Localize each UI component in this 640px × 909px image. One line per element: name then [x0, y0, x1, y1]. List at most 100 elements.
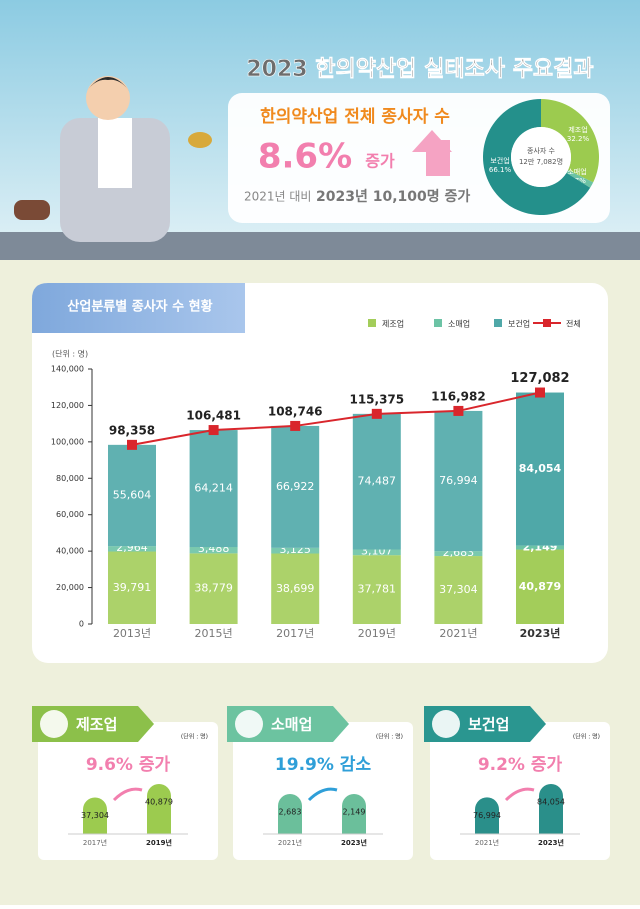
y-tick-label: 40,000 [56, 547, 84, 556]
slice-name: 소매업 [567, 168, 586, 176]
total-marker [371, 408, 382, 419]
total-marker [208, 425, 219, 436]
total-marker [535, 387, 545, 398]
bar-segment [271, 425, 320, 548]
page-title: 2023 한의약산업 실태조사 주요결과 [246, 57, 593, 82]
mini-bar-label: 84,054 [537, 798, 565, 807]
y-tick-label: 80,000 [56, 474, 84, 483]
y-tick-label: 60,000 [56, 510, 84, 519]
bar-label: 37,304 [439, 583, 478, 596]
pie-hole [511, 127, 571, 187]
bar-segment [189, 430, 238, 548]
bar-label: 76,994 [439, 474, 478, 487]
y-tick-label: 0 [79, 620, 84, 629]
x-tick-label: 2013년 [113, 627, 151, 640]
total-marker [290, 420, 301, 431]
legend-label: 전체 [566, 319, 581, 329]
bar-segment [434, 551, 483, 557]
mini-bar-label: 37,304 [81, 811, 109, 820]
legend-swatch [368, 319, 376, 327]
bar-label: 64,214 [194, 482, 233, 495]
unit-label: (단위 : 명) [52, 349, 88, 359]
bar-segment [434, 556, 483, 624]
mini-unit: (단위 : 명) [573, 733, 600, 741]
bar-segment [516, 549, 564, 624]
mini-arrow [307, 787, 338, 802]
bar-segment [516, 392, 564, 546]
mini-x-label: 2017년 [83, 838, 107, 847]
total-label: 115,375 [349, 392, 404, 406]
legend-swatch [494, 319, 502, 327]
slice-label: 66.1% [489, 166, 512, 174]
mini-arrow [504, 787, 535, 802]
pie-center-label: 종사자 수 [527, 146, 556, 155]
total-marker [127, 439, 137, 450]
bar-segment [516, 545, 564, 550]
mini-summary: 9.6% 증가 [86, 755, 171, 775]
mini-x-label: 2021년 [278, 838, 302, 847]
bar-segment [189, 547, 238, 554]
mini-title: 제조업 [76, 716, 117, 734]
legend-marker [543, 319, 551, 327]
mini-unit: (단위 : 명) [376, 733, 403, 741]
bar-label: 38,779 [194, 582, 233, 595]
bar-segment [352, 549, 401, 556]
bar-segment [434, 410, 483, 552]
pie-slice [566, 170, 594, 188]
legend-label: 제조업 [382, 320, 404, 329]
pie-slice [541, 99, 599, 183]
mini-icon [235, 710, 263, 738]
mini-bar [475, 797, 500, 834]
mini-arrow [112, 787, 143, 802]
bar-label: 38,699 [276, 582, 315, 595]
x-tick-label: 2017년 [276, 627, 314, 640]
x-tick-label: 2015년 [195, 627, 233, 640]
bar-label: 74,487 [358, 475, 397, 488]
y-tick-label: 100,000 [51, 437, 84, 446]
mini-bar-label: 2,149 [343, 807, 366, 816]
compare-main: 2023년 10,100명 증가 [316, 188, 470, 205]
mini-bar [147, 784, 171, 834]
total-label: 98,358 [109, 423, 155, 437]
mini-bar-label: 40,879 [145, 798, 173, 807]
bar-segment [271, 553, 320, 624]
slice-name: 제조업 [568, 126, 587, 134]
total-label: 106,481 [186, 409, 241, 423]
compare-prefix: 2021년 대비 [244, 190, 311, 204]
mini-bar-label: 76,994 [473, 811, 501, 820]
mini-bar-label: 2,683 [279, 808, 302, 817]
mini-summary: 9.2% 증가 [478, 755, 563, 775]
bar-segment [108, 444, 156, 547]
total-line [131, 391, 541, 446]
mini-title: 소매업 [271, 716, 312, 734]
total-label: 108,746 [268, 404, 323, 418]
y-tick-label: 120,000 [51, 401, 84, 410]
mini-x-label: 2021년 [475, 838, 499, 847]
y-tick-label: 20,000 [56, 583, 84, 592]
mini-summary: 19.9% 감소 [275, 755, 372, 775]
pie-slice [482, 99, 591, 215]
mini-unit: (단위 : 명) [181, 733, 208, 741]
bar-label: 39,791 [113, 581, 152, 594]
summary-rate-suffix: 증가 [365, 152, 395, 171]
mini-icon [40, 710, 68, 738]
bar-label: 40,879 [519, 580, 561, 593]
bar-segment [352, 555, 401, 624]
x-tick-label: 2021년 [439, 627, 477, 640]
total-label: 127,082 [510, 371, 569, 386]
summary-rate: 8.6% [258, 137, 352, 177]
slice-label: 32.2% [567, 135, 590, 143]
legend-label: 소매업 [448, 320, 470, 329]
bar-segment [108, 546, 156, 552]
bar-segment [189, 553, 238, 624]
x-tick-label: 2023년 [520, 626, 561, 640]
summary-heading: 한의약산업 전체 종사자 수 [260, 106, 450, 127]
mini-x-label: 2023년 [538, 838, 564, 847]
pie-center-value: 12만 7,082명 [519, 157, 563, 166]
legend-swatch [434, 319, 442, 327]
x-tick-label: 2019년 [358, 627, 396, 640]
slice-name: 보건업 [490, 156, 509, 165]
legend-label: 보건업 [508, 319, 530, 329]
main-title-tab [32, 283, 245, 333]
bar-label: 66,922 [276, 480, 315, 493]
